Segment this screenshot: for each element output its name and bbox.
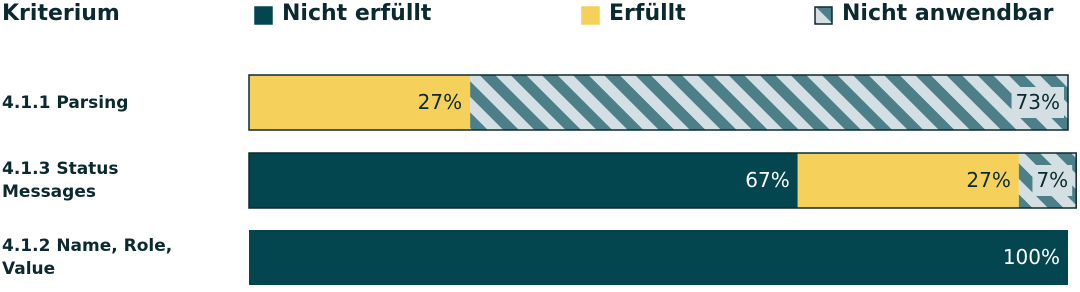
bar-segment [470, 75, 1068, 130]
bar-segment [249, 153, 798, 208]
category-label: 4.1.2 Name, Role, Value [2, 236, 173, 279]
category-label: 4.1.1 Parsing [2, 93, 129, 113]
value-label: 7% [1036, 168, 1068, 192]
value-label: 100% [1003, 245, 1060, 269]
value-label: 27% [418, 90, 462, 114]
label-background [1032, 165, 1073, 196]
value-label: 67% [745, 168, 789, 192]
bar-segment [249, 230, 1068, 285]
label-background [1011, 87, 1064, 118]
value-label: 73% [1016, 90, 1060, 114]
legend-label: Erfüllt [609, 1, 686, 26]
legend-swatch [581, 6, 600, 25]
legend-swatch [814, 6, 833, 25]
legend-label: Nicht erfüllt [282, 1, 432, 26]
bar-segment [249, 75, 471, 130]
category-label: 4.1.3 Status Messages [2, 159, 119, 202]
value-label: 27% [966, 168, 1010, 192]
legend-label: Nicht anwendbar [842, 1, 1054, 26]
bar-segment [797, 153, 1019, 208]
bar-outline [248, 74, 1069, 131]
bar-outline [248, 152, 1077, 209]
header: Kriterium [2, 1, 120, 26]
legend-swatch [254, 6, 273, 25]
